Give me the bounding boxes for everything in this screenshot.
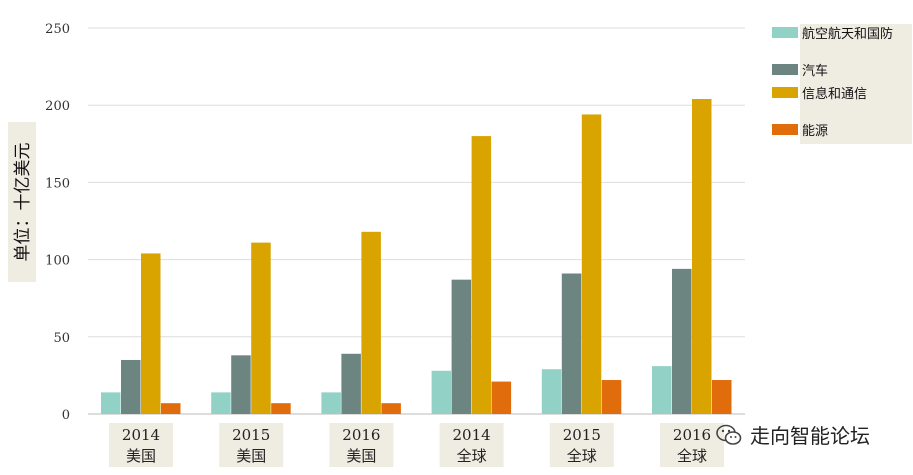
wechat-icon <box>716 424 742 445</box>
x-tick-region: 全球 <box>457 447 487 465</box>
bar <box>491 381 512 414</box>
bar <box>341 353 361 414</box>
y-tick-label: 200 <box>45 99 70 114</box>
bar <box>431 370 452 414</box>
x-tick-year: 2015 <box>563 426 601 444</box>
x-tick-region: 美国 <box>346 447 376 465</box>
legend-box <box>800 24 912 144</box>
bar <box>561 273 582 414</box>
bar <box>161 403 181 414</box>
x-tick-region: 美国 <box>236 447 266 465</box>
watermark-text: 走向智能论坛 <box>750 424 870 448</box>
legend-swatch <box>772 124 798 135</box>
legend-swatch <box>772 64 798 75</box>
bar <box>652 366 672 414</box>
legend-item: 能源 <box>772 124 828 139</box>
x-axis-ticks: 2014 美国 2015 美国 2016 美国 2014 全球 2015 全球 2016 全球 <box>109 423 724 467</box>
x-tick-region: 全球 <box>677 447 707 465</box>
grid <box>88 27 745 415</box>
bar <box>271 403 291 414</box>
bar <box>211 392 231 414</box>
x-tick-box <box>219 423 284 467</box>
bar <box>451 279 472 414</box>
x-tick-year: 2016 <box>673 426 711 444</box>
x-tick-box <box>660 423 724 467</box>
bar <box>231 355 251 414</box>
x-tick-box <box>439 423 504 467</box>
bar <box>581 114 602 415</box>
legend-label: 能源 <box>802 124 828 139</box>
y-tick-label: 50 <box>53 331 70 346</box>
x-tick-year: 2016 <box>342 426 380 444</box>
x-tick-region: 美国 <box>126 447 156 465</box>
legend-item: 航空航天和国防 <box>772 26 893 42</box>
y-axis-ticks: 0 50 100 150 200 250 <box>45 22 70 423</box>
bar <box>672 268 692 414</box>
y-tick-label: 150 <box>45 176 70 191</box>
legend-swatch <box>772 87 798 98</box>
bar <box>141 253 161 414</box>
y-tick-label: 0 <box>62 408 70 423</box>
x-tick-box <box>109 423 173 467</box>
legend-label: 信息和通信 <box>802 86 867 102</box>
x-tick: 2014 全球 <box>439 423 504 467</box>
bar <box>121 359 141 414</box>
x-tick: 2014 美国 <box>109 423 173 467</box>
x-tick-year: 2015 <box>232 426 270 444</box>
y-tick-label: 100 <box>45 254 70 269</box>
legend-swatch <box>772 27 798 38</box>
y-axis-label: 单位：十亿美元 <box>8 122 36 282</box>
legend-item: 信息和通信 <box>772 86 867 102</box>
x-tick-box <box>549 423 614 467</box>
x-tick-region: 全球 <box>567 447 597 465</box>
legend-item: 汽车 <box>772 63 828 79</box>
bar <box>321 392 341 414</box>
legend-label: 航空航天和国防 <box>802 26 893 42</box>
bar <box>101 392 121 414</box>
bars <box>101 99 732 415</box>
y-axis-label-box <box>8 122 36 282</box>
bar <box>471 136 492 414</box>
x-tick: 2016 全球 <box>660 423 724 467</box>
legend-label: 汽车 <box>802 63 828 79</box>
bar <box>361 231 381 414</box>
x-tick-box <box>329 423 394 467</box>
bar <box>541 369 562 414</box>
x-tick: 2015 美国 <box>219 423 284 467</box>
watermark: 走向智能论坛 <box>716 420 870 449</box>
bar <box>251 242 271 414</box>
bar <box>381 403 401 414</box>
bar <box>692 99 712 415</box>
bar <box>601 380 622 414</box>
x-tick-year: 2014 <box>122 426 160 444</box>
x-tick: 2016 美国 <box>329 423 394 467</box>
bar <box>712 380 732 414</box>
y-axis-label-text: 单位：十亿美元 <box>13 143 33 262</box>
x-tick: 2015 全球 <box>549 423 614 467</box>
y-tick-label: 250 <box>45 22 70 37</box>
x-tick-year: 2014 <box>453 426 491 444</box>
